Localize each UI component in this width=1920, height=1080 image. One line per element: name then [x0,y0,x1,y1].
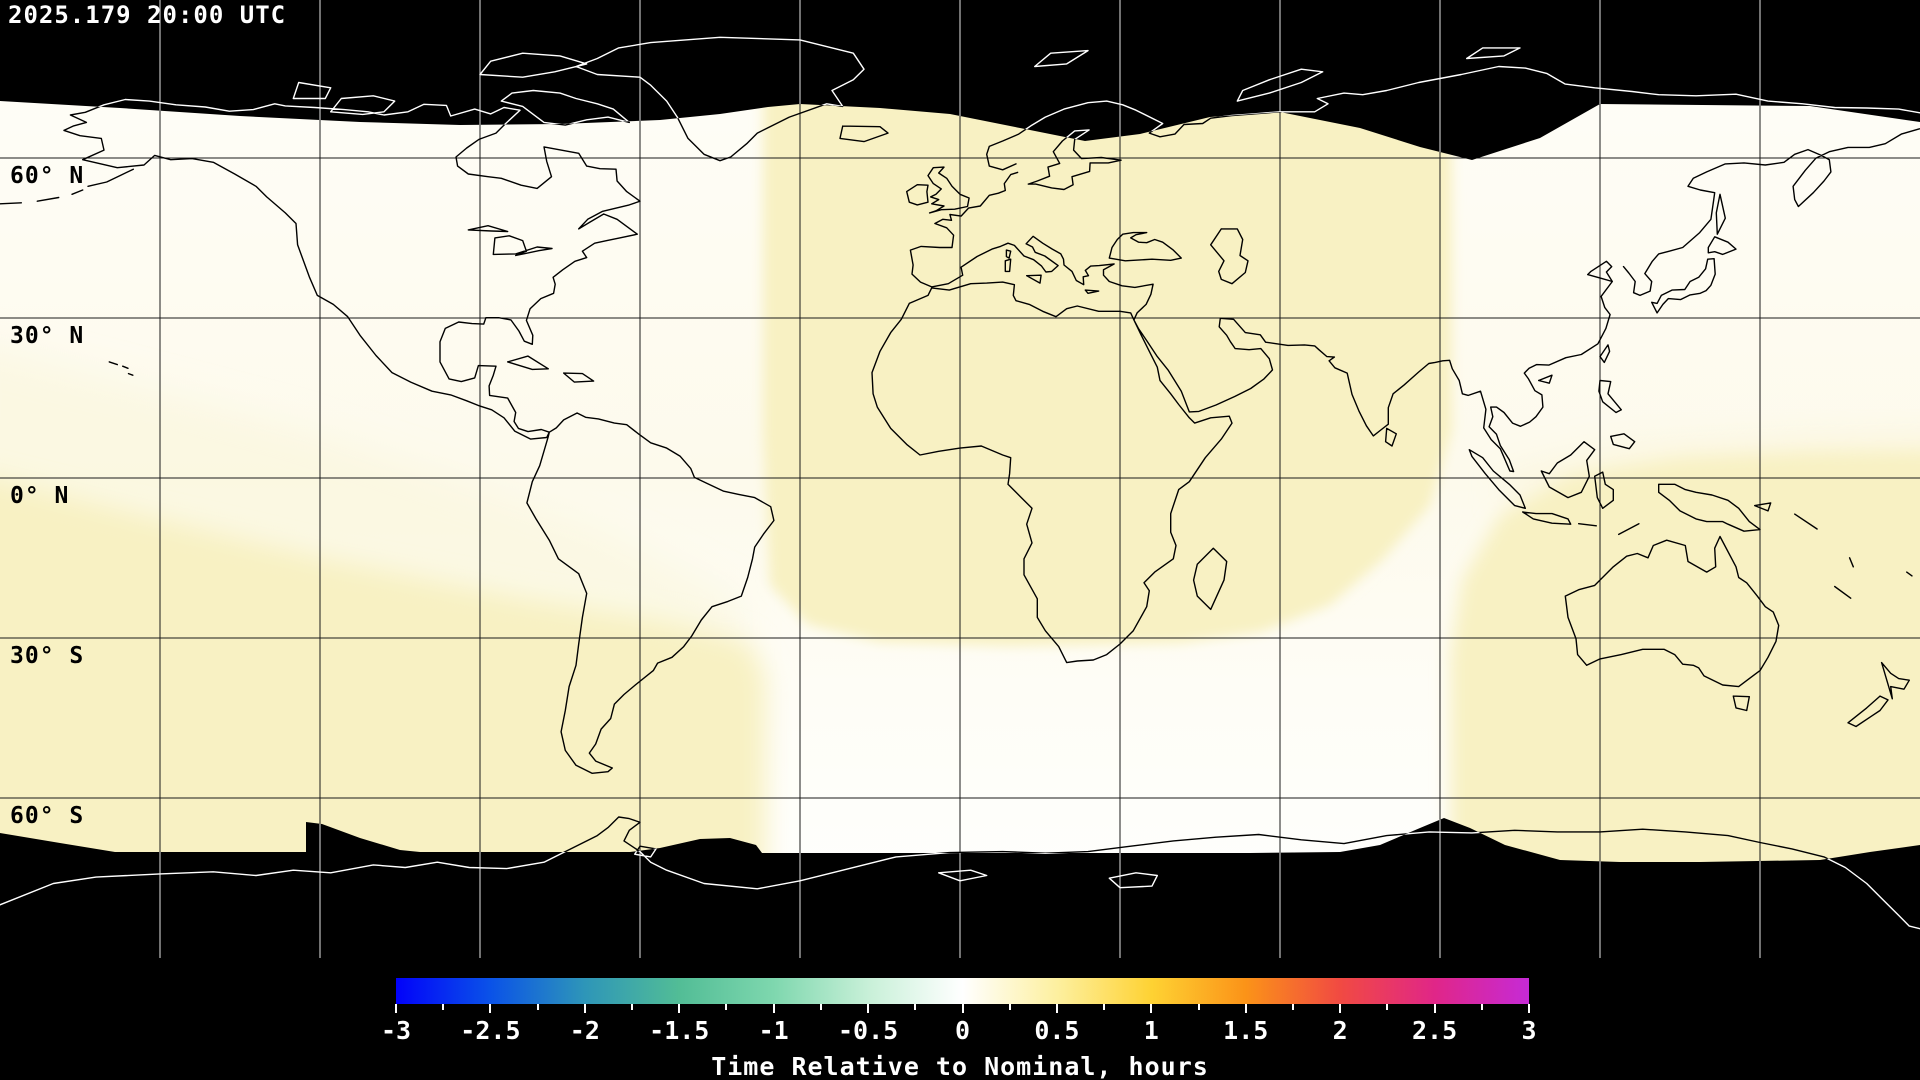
colorbar-major-tick [1244,1004,1247,1013]
colorbar-major-tick [395,1004,397,1013]
colorbar-tick-label: -1 [758,1016,789,1045]
colorbar-minor-tick [536,1004,539,1010]
colorbar-minor-tick [819,1004,822,1010]
colorbar-tick-label: 2.5 [1412,1016,1458,1045]
colorbar-tick-label: 1 [1143,1016,1159,1045]
colorbar-major-tick [489,1004,492,1013]
colorbar-tick-label: -0.5 [837,1016,899,1045]
colorbar-tick-label: 0.5 [1034,1016,1080,1045]
colorbar-caption: Time Relative to Nominal, hours [711,1052,1209,1080]
colorbar-major-tick [678,1004,681,1013]
latitude-label: 30° N [10,323,85,349]
colorbar-minor-tick [725,1004,728,1010]
colorbar-minor-tick [1291,1004,1294,1010]
colorbar-minor-tick [1386,1004,1389,1010]
colorbar-minor-tick [442,1004,445,1010]
colorbar-minor-tick [914,1004,917,1010]
colorbar [396,978,1529,1004]
colorbar-tick-label: -1.5 [649,1016,710,1045]
colorbar-major-tick [1528,1004,1530,1013]
colorbar-tick-label: 1.5 [1223,1016,1269,1045]
colorbar-major-tick [961,1004,964,1013]
colorbar-major-tick [1150,1004,1153,1013]
colorbar-tick-label: 3 [1521,1016,1537,1045]
world-map [0,0,1920,958]
colorbar-tick-label: 0 [954,1016,971,1045]
colorbar-minor-tick [1480,1004,1483,1010]
graticule [0,0,1920,958]
colorbar-tick-label: -2.5 [460,1016,521,1045]
colorbar-major-tick [1433,1004,1436,1013]
latitude-label: 60° S [10,803,85,829]
colorbar-major-tick [1055,1004,1058,1013]
colorbar-major-tick [583,1004,586,1013]
time-plus-band-southwest [0,480,766,940]
colorbar-tick-label: -3 [380,1016,412,1045]
colorbar-major-tick [1339,1004,1342,1013]
time-plus-band-southeast [1450,450,1920,940]
colorbar-tick-label: -2 [569,1016,600,1045]
colorbar-major-tick [772,1004,775,1013]
latitude-label: 30° S [10,643,85,669]
colorbar-minor-tick [631,1004,634,1010]
latitude-label: 60° N [10,163,85,189]
colorbar-minor-tick [1008,1004,1011,1010]
timestamp-label: 2025.179 20:00 UTC [8,1,287,29]
colorbar-minor-tick [1197,1004,1200,1010]
latitude-label: 0° N [10,483,70,509]
colorbar-minor-tick [1103,1004,1106,1010]
colorbar-tick-label: 2 [1332,1016,1348,1045]
colorbar-major-tick [867,1004,870,1013]
